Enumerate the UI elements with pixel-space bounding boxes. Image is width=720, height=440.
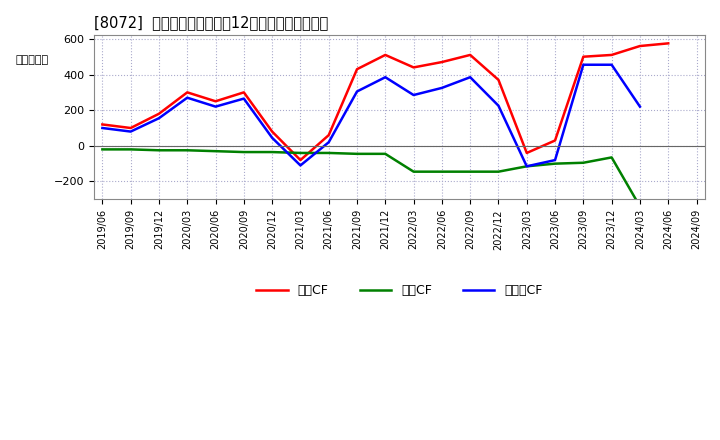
フリーCF: [551, 158, 559, 163]
フリーCF: [466, 74, 474, 80]
フリーCF: [240, 96, 248, 101]
Line: フリーCF: フリーCF: [102, 65, 640, 166]
投資CF: [268, 150, 276, 155]
投資CF: [579, 160, 588, 165]
営業CF: [523, 150, 531, 156]
フリーCF: [127, 129, 135, 134]
投資CF: [183, 148, 192, 153]
営業CF: [664, 41, 672, 46]
投資CF: [240, 150, 248, 155]
フリーCF: [183, 95, 192, 100]
フリーCF: [494, 103, 503, 108]
Text: [8072]  キャッシュフローの12か月移動合計の推移: [8072] キャッシュフローの12か月移動合計の推移: [94, 15, 328, 30]
フリーCF: [438, 85, 446, 91]
営業CF: [296, 158, 305, 163]
フリーCF: [636, 104, 644, 109]
投資CF: [494, 169, 503, 174]
投資CF: [409, 169, 418, 174]
投資CF: [438, 169, 446, 174]
営業CF: [381, 52, 390, 58]
営業CF: [579, 54, 588, 59]
営業CF: [607, 52, 616, 58]
フリーCF: [211, 104, 220, 109]
投資CF: [325, 150, 333, 156]
営業CF: [268, 129, 276, 134]
営業CF: [494, 77, 503, 83]
投資CF: [127, 147, 135, 152]
フリーCF: [268, 135, 276, 140]
投資CF: [353, 151, 361, 157]
Line: 営業CF: 営業CF: [102, 44, 668, 160]
投資CF: [607, 155, 616, 160]
投資CF: [211, 149, 220, 154]
営業CF: [127, 125, 135, 131]
営業CF: [466, 52, 474, 58]
営業CF: [325, 132, 333, 138]
営業CF: [240, 90, 248, 95]
フリーCF: [579, 62, 588, 67]
フリーCF: [325, 139, 333, 145]
投資CF: [466, 169, 474, 174]
投資CF: [155, 148, 163, 153]
フリーCF: [381, 74, 390, 80]
営業CF: [551, 138, 559, 143]
フリーCF: [296, 163, 305, 168]
フリーCF: [155, 116, 163, 121]
フリーCF: [409, 92, 418, 98]
営業CF: [353, 66, 361, 72]
投資CF: [98, 147, 107, 152]
Legend: 営業CF, 投資CF, フリーCF: 営業CF, 投資CF, フリーCF: [251, 279, 548, 302]
投資CF: [381, 151, 390, 157]
投資CF: [296, 150, 305, 156]
営業CF: [409, 65, 418, 70]
営業CF: [211, 99, 220, 104]
営業CF: [98, 122, 107, 127]
フリーCF: [523, 164, 531, 169]
投資CF: [551, 161, 559, 166]
フリーCF: [607, 62, 616, 67]
営業CF: [636, 44, 644, 49]
営業CF: [438, 59, 446, 65]
投資CF: [523, 164, 531, 169]
フリーCF: [353, 89, 361, 94]
Line: 投資CF: 投資CF: [102, 150, 640, 206]
フリーCF: [98, 125, 107, 131]
投資CF: [636, 204, 644, 209]
Y-axis label: （百万円）: （百万円）: [15, 55, 48, 65]
営業CF: [183, 90, 192, 95]
営業CF: [155, 111, 163, 117]
